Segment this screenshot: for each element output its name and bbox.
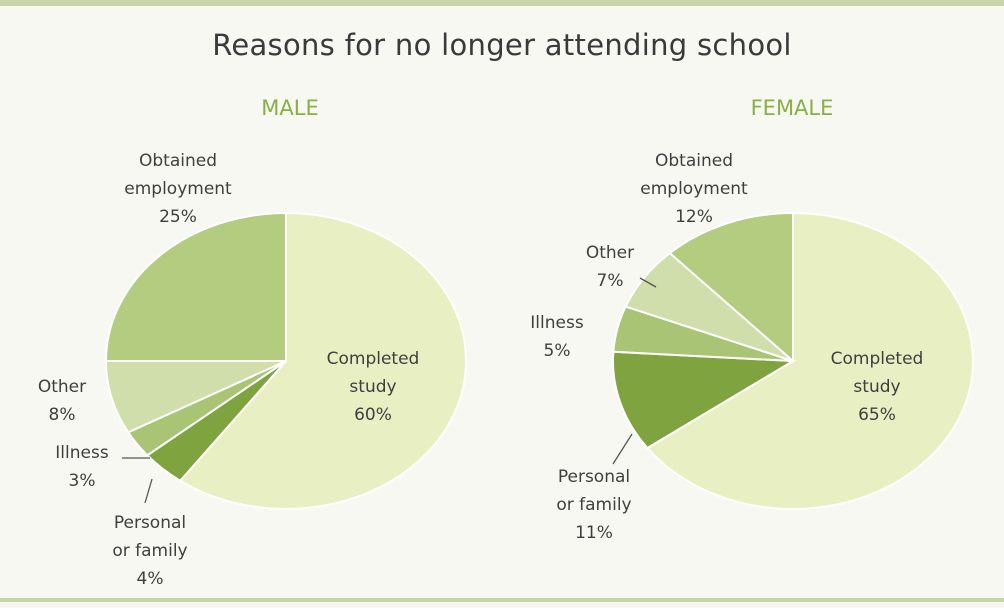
slice-completed-study (178, 211, 467, 510)
pie-male: MALE Completed study 60% Personal or family 4%… (38, 96, 467, 589)
slice-obtained-employment (104, 211, 287, 362)
slice-label-other: Other 7% (586, 243, 634, 291)
slice-label-obtained-employment: Obtained employment 25% (124, 151, 232, 227)
leader-line-personal-or-family (612, 433, 633, 465)
slice-completed-study (645, 211, 974, 510)
slice-personal-or-family (612, 350, 797, 450)
slice-label-personal-or-family: Personal or family 11% (556, 467, 631, 543)
slice-label-other: Other 8% (38, 377, 86, 425)
chart-title: Reasons for no longer attending school (212, 28, 792, 62)
pie-title: FEMALE (751, 96, 834, 120)
slice-other (104, 360, 287, 434)
leader-line-personal-or-family (144, 478, 153, 504)
slice-obtained-employment (668, 211, 794, 364)
pie-female: FEMALE Completed study 65% Personal or family… (530, 96, 974, 543)
slice-label-obtained-employment: Obtained employment 12% (640, 151, 748, 227)
slice-label-completed-study: Completed study 60% (327, 349, 420, 425)
slice-label-illness: Illness 5% (530, 313, 584, 361)
pie-charts: MALE Completed study 60% Personal or family 4%… (38, 96, 974, 589)
pie-title: MALE (261, 96, 318, 120)
slice-label-personal-or-family: Personal or family 4% (112, 513, 187, 589)
slice-label-illness: Illness 3% (55, 443, 109, 491)
slice-label-completed-study: Completed study 65% (831, 349, 924, 425)
leader-line-other (639, 277, 657, 288)
